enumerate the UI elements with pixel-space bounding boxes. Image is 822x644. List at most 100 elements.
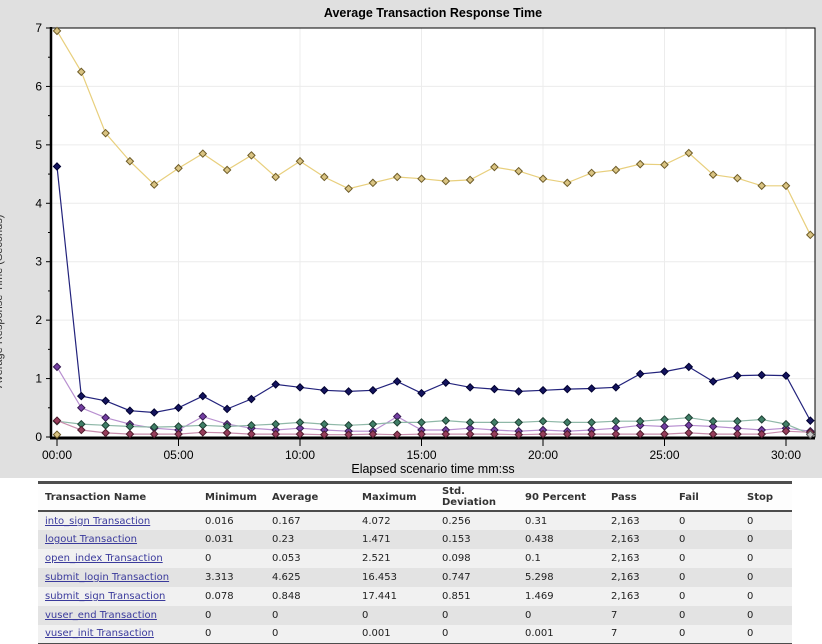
data-point-marker [441,378,451,387]
data-point-marker [708,429,718,439]
value-cell: 0 [442,610,449,621]
data-point-marker [52,26,62,36]
transaction-link[interactable]: submit_sign Transaction [45,591,166,602]
data-point-marker [247,394,256,404]
data-point-marker [319,419,329,429]
value-cell: 16.453 [362,572,397,583]
y-tick-label: 3 [35,255,42,269]
data-point-marker [490,418,499,427]
data-point-marker [247,421,256,430]
value-cell: 0.848 [272,591,301,602]
data-point-marker [441,429,451,439]
value-cell: 0.256 [442,515,471,527]
data-point-marker [101,428,110,438]
data-point-marker [514,418,524,427]
data-point-marker [247,151,256,160]
data-point-marker [392,377,402,386]
data-point-marker [587,168,596,178]
value-cell: 0.016 [205,515,234,527]
column-header-4: Std. Deviation [435,482,518,512]
data-point-marker [271,419,281,429]
data-point-marker [76,67,86,77]
data-point-marker [295,418,305,427]
data-point-marker [319,430,329,439]
y-tick-label: 7 [35,21,42,35]
data-point-marker [271,172,281,182]
data-point-marker [174,163,183,173]
data-point-marker [368,385,378,395]
value-cell: 0 [525,610,532,621]
value-cell: 0.851 [442,591,471,602]
data-point-marker [538,429,548,439]
value-cell: 2,163 [611,553,640,564]
data-point-marker [490,429,499,439]
value-cell: 0 [679,610,686,621]
value-cell: 0 [747,591,754,602]
data-point-marker [174,403,183,413]
y-tick-label: 5 [35,138,42,152]
data-point-marker [660,160,669,170]
data-point-marker [319,385,329,395]
value-cell: 0 [747,610,754,621]
data-point-marker [344,421,353,430]
value-cell: 0.23 [272,534,295,545]
axes: 0 1 2 3 4 5 6 7 00:00 05:00 10:00 15:00 20:00 25:00 30… [35,21,816,476]
data-point-marker [417,174,426,184]
data-point-marker [514,387,524,396]
data-point-marker [733,429,742,439]
data-point-marker [684,148,694,158]
data-point-marker [465,175,475,185]
column-header-5: 90 Percent [518,482,604,512]
data-point-marker [465,429,475,439]
data-point-marker [635,416,645,426]
data-point-marker [757,181,767,191]
value-cell: 3.313 [205,572,234,583]
transaction-link[interactable]: open_index Transaction [45,553,163,564]
transaction-link[interactable]: logout Transaction [45,534,138,545]
data-point-marker [344,387,353,396]
data-point-marker [76,425,86,435]
data-point-marker [514,430,524,439]
value-cell: 0 [679,553,686,564]
transactions-summary-table: Transaction Name Minimum Average Maximum Std… [38,481,792,644]
table-row: vuser_init Transaction 0 0 0.001 0 0.001 7 0 0 [38,625,792,644]
response-time-chart: 0 1 2 3 4 5 6 7 00:00 05:00 10:00 15:00 20:00 25:00 30… [35,21,816,476]
value-cell: 0 [205,610,212,621]
data-point-marker [465,383,475,392]
chart-title: Average Transaction Response Time [323,6,543,20]
data-point-marker [708,416,718,426]
data-point-marker [684,362,694,372]
transaction-link[interactable]: vuser_init Transaction [45,628,154,640]
data-point-marker [611,416,621,426]
series-line [56,30,811,236]
transaction-link[interactable]: into_sign Transaction [45,515,151,527]
value-cell: 0.747 [442,572,471,583]
transaction-name-cell: open_index Transaction [38,549,198,568]
value-cell: 0 [747,572,754,583]
data-point-marker [757,415,767,424]
data-point-marker [465,418,475,427]
value-cell: 0.031 [205,534,234,545]
value-cell: 2,163 [611,572,640,583]
data-point-marker [611,165,621,175]
series-submit_login-transaction [52,26,815,240]
data-point-marker [587,384,596,393]
value-cell: 0.438 [525,534,554,545]
value-cell: 0 [679,591,686,602]
transaction-name-cell: vuser_end Transaction [38,606,198,625]
data-point-marker [417,388,426,398]
data-point-marker [368,429,378,439]
y-tick-label: 1 [35,372,42,386]
value-cell: 0 [747,628,754,640]
data-point-marker [52,416,62,425]
series-vuser_end-transaction [805,430,815,439]
transaction-link[interactable]: vuser_end Transaction [45,610,157,621]
data-point-marker [76,403,86,413]
value-cell: 0.053 [272,553,301,564]
series-submit_sign-transaction [52,162,815,425]
data-point-marker [611,383,621,392]
transaction-link[interactable]: submit_login Transaction [45,572,170,583]
transaction-name-cell: submit_login Transaction [38,568,198,587]
data-point-marker [660,415,669,424]
